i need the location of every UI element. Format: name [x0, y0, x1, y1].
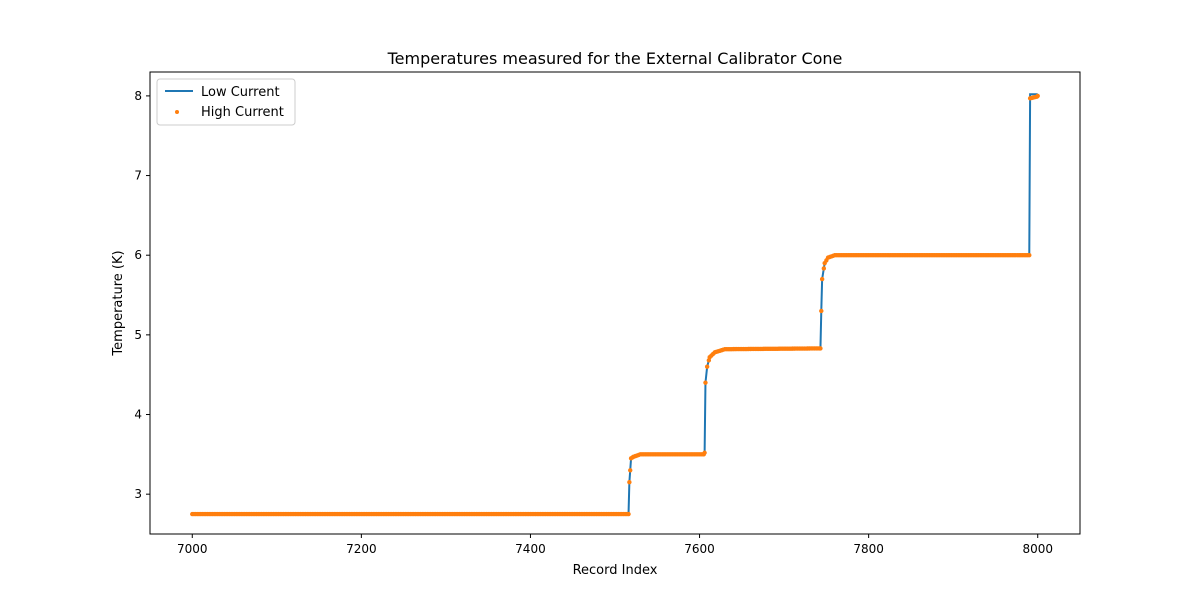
legend-label-low-current: Low Current: [201, 85, 280, 100]
y-tick-label: 5: [134, 328, 142, 342]
x-tick-label: 7400: [515, 542, 546, 556]
plot-frame: [149, 71, 1081, 535]
scatter-point-high-current: [628, 468, 633, 473]
x-tick-label: 7800: [853, 542, 884, 556]
scatter-point-high-current: [819, 276, 825, 282]
scatter-point-high-current: [626, 511, 631, 517]
scatter-point-high-current: [1035, 93, 1040, 99]
x-axis-label: Record Index: [573, 563, 658, 578]
scatter-point-high-current: [818, 346, 823, 351]
y-axis-label: Temperature (K): [111, 250, 126, 356]
scatter-point-high-current: [702, 450, 707, 455]
scatter-point-high-current: [1027, 253, 1032, 258]
x-tick-label: 7000: [177, 542, 208, 556]
y-tick-label: 8: [134, 89, 142, 103]
scatter-point-high-current: [704, 364, 710, 369]
scatter-point-high-current: [821, 266, 827, 271]
scatter-point-high-current: [819, 308, 824, 314]
y-tick-label: 7: [134, 169, 142, 183]
legend: Low Current High Current: [156, 78, 296, 126]
x-tick-label: 7200: [346, 542, 377, 556]
y-tick-label: 3: [134, 487, 142, 501]
chart-title: Temperatures measured for the External C…: [387, 49, 843, 68]
x-tick-label: 7600: [684, 542, 715, 556]
y-tick-label: 4: [134, 408, 142, 422]
scatter-point-high-current: [703, 380, 708, 385]
x-tick-label: 8000: [1022, 542, 1053, 556]
series-line-low-current: [192, 93, 1039, 516]
legend-dot-icon: [175, 110, 179, 114]
scatter-point-high-current: [627, 480, 632, 485]
legend-label-high-current: High Current: [201, 105, 284, 120]
y-tick-label: 6: [134, 248, 142, 262]
